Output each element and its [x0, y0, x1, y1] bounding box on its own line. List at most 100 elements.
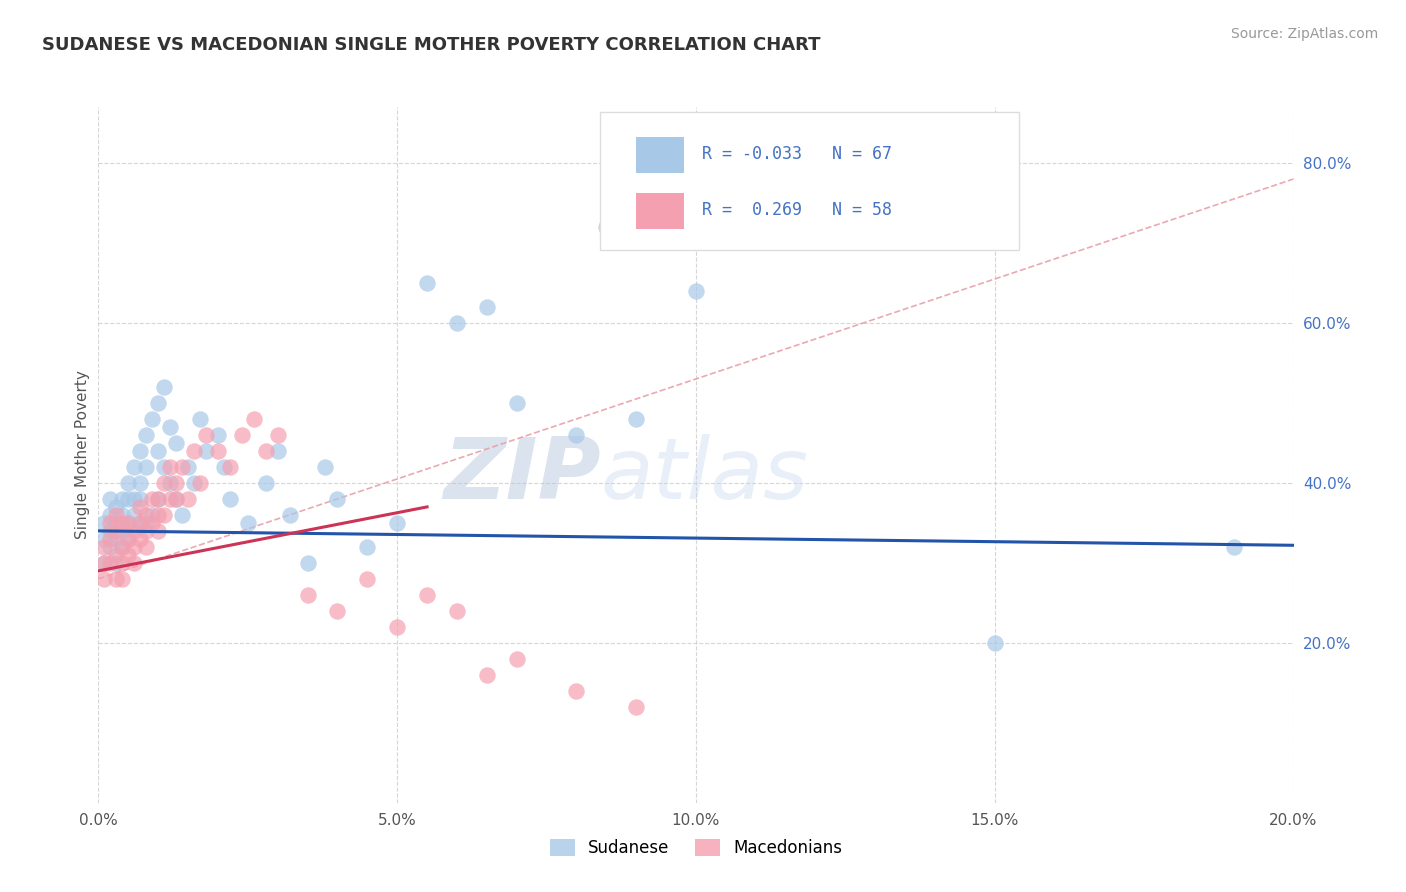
Point — [159, 459, 181, 474]
Point — [254, 444, 277, 458]
Point — [105, 508, 128, 522]
Point — [100, 556, 122, 570]
Point — [148, 444, 170, 458]
Point — [565, 683, 588, 698]
Point — [195, 444, 218, 458]
Point — [188, 412, 211, 426]
Text: SUDANESE VS MACEDONIAN SINGLE MOTHER POVERTY CORRELATION CHART: SUDANESE VS MACEDONIAN SINGLE MOTHER POV… — [42, 36, 821, 54]
Point — [135, 524, 157, 538]
Point — [188, 475, 211, 490]
Point — [135, 428, 157, 442]
Point — [129, 444, 152, 458]
FancyBboxPatch shape — [637, 193, 685, 229]
Point — [135, 516, 157, 530]
Point — [117, 475, 139, 490]
Point — [267, 444, 290, 458]
Point — [207, 444, 229, 458]
Point — [416, 588, 439, 602]
Point — [153, 380, 176, 394]
Point — [129, 491, 152, 506]
Point — [111, 540, 134, 554]
Point — [117, 491, 139, 506]
Point — [177, 459, 200, 474]
Point — [117, 548, 139, 562]
Point — [93, 532, 115, 546]
Point — [183, 475, 205, 490]
Point — [135, 459, 157, 474]
Text: atlas: atlas — [600, 434, 808, 517]
FancyBboxPatch shape — [600, 112, 1018, 250]
Point — [165, 491, 187, 506]
Point — [219, 491, 242, 506]
Point — [172, 508, 194, 522]
Point — [506, 396, 529, 410]
Point — [626, 699, 648, 714]
Point — [111, 556, 134, 570]
Point — [172, 459, 194, 474]
Point — [278, 508, 301, 522]
Point — [135, 540, 157, 554]
Point — [183, 444, 205, 458]
Point — [326, 491, 349, 506]
Point — [129, 500, 152, 514]
Point — [212, 459, 235, 474]
Point — [105, 500, 128, 514]
Point — [475, 668, 498, 682]
Point — [141, 516, 163, 530]
Point — [100, 508, 122, 522]
Point — [165, 491, 187, 506]
Point — [124, 540, 146, 554]
Point — [153, 508, 176, 522]
Point — [117, 516, 139, 530]
Point — [506, 652, 529, 666]
Point — [297, 588, 319, 602]
Point — [219, 459, 242, 474]
Point — [153, 459, 176, 474]
Point — [159, 475, 181, 490]
Point — [141, 508, 163, 522]
Point — [984, 636, 1007, 650]
Point — [326, 604, 349, 618]
Point — [117, 532, 139, 546]
Point — [129, 532, 152, 546]
Point — [446, 604, 468, 618]
Point — [207, 428, 229, 442]
Point — [315, 459, 337, 474]
Point — [148, 508, 170, 522]
Point — [148, 524, 170, 538]
Point — [124, 508, 146, 522]
Point — [129, 475, 152, 490]
Point — [124, 459, 146, 474]
Point — [93, 556, 115, 570]
Point — [231, 428, 253, 442]
Y-axis label: Single Mother Poverty: Single Mother Poverty — [75, 370, 90, 540]
Point — [100, 532, 122, 546]
Point — [153, 475, 176, 490]
Text: R =  0.269   N = 58: R = 0.269 N = 58 — [702, 201, 891, 219]
Point — [105, 524, 128, 538]
Point — [124, 556, 146, 570]
Point — [297, 556, 319, 570]
Point — [243, 412, 266, 426]
Text: ZIP: ZIP — [443, 434, 600, 517]
Point — [1223, 540, 1246, 554]
Point — [685, 284, 707, 298]
Point — [105, 516, 128, 530]
Point — [111, 491, 134, 506]
Legend: Sudanese, Macedonians: Sudanese, Macedonians — [543, 832, 849, 864]
Point — [159, 491, 181, 506]
Point — [129, 516, 152, 530]
Point — [446, 316, 468, 330]
Point — [93, 516, 115, 530]
Point — [356, 540, 378, 554]
Point — [595, 219, 617, 234]
Point — [385, 516, 409, 530]
Point — [105, 532, 128, 546]
Point — [159, 420, 181, 434]
Point — [100, 524, 122, 538]
FancyBboxPatch shape — [637, 137, 685, 173]
Point — [236, 516, 259, 530]
Point — [165, 475, 187, 490]
Point — [111, 516, 134, 530]
Point — [195, 428, 218, 442]
